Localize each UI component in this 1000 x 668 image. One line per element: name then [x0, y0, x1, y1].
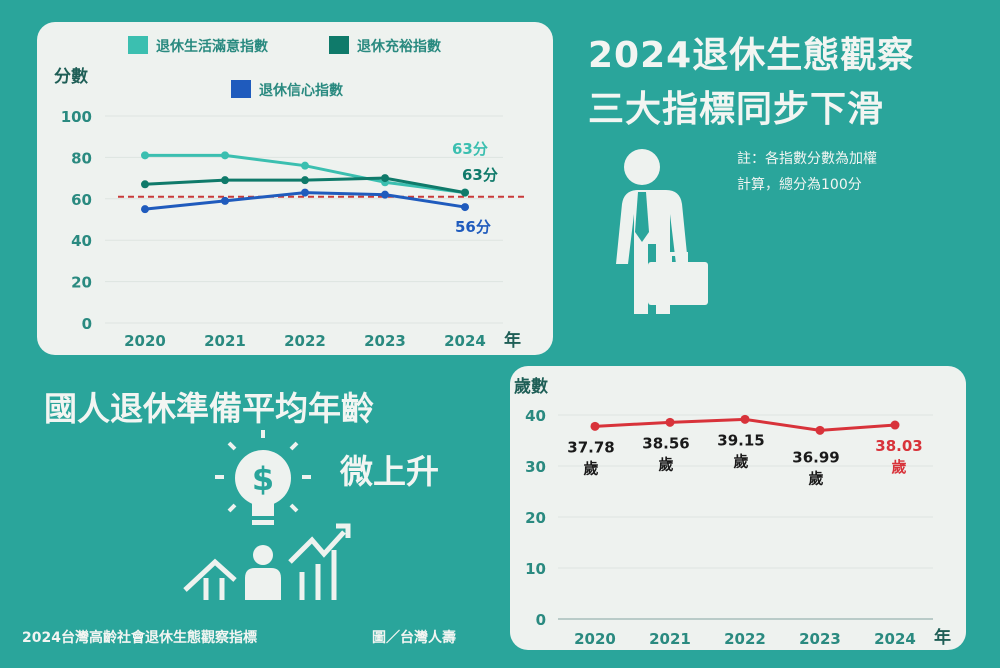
data-point	[590, 421, 600, 431]
data-label-unit: 歲	[658, 455, 673, 473]
data-label-unit: 歲	[808, 469, 823, 487]
x-tick-label: 2022	[724, 630, 766, 648]
x-tick-label: 2022	[284, 332, 326, 350]
y-tick-label: 10	[525, 560, 546, 578]
data-point	[890, 420, 900, 430]
y-axis-label: 分數	[54, 66, 88, 87]
age-chart-panel	[510, 366, 966, 650]
x-tick-label: 2023	[364, 332, 406, 350]
legend-swatch	[128, 36, 148, 54]
y-tick-label: 0	[536, 611, 546, 629]
x-tick-label: 2023	[799, 630, 841, 648]
svg-text:$: $	[252, 460, 274, 498]
data-point	[461, 188, 469, 197]
x-tick-label: 2020	[574, 630, 616, 648]
y-tick-label: 0	[82, 315, 92, 333]
data-point	[815, 425, 825, 435]
y-tick-label: 20	[525, 509, 546, 527]
data-label: 36.99	[792, 448, 839, 466]
data-point	[221, 151, 229, 160]
age-headline-line2: 微上升	[340, 452, 439, 491]
data-point	[221, 176, 229, 185]
y-tick-label: 20	[71, 274, 92, 292]
data-point	[740, 414, 750, 424]
data-point	[381, 190, 389, 199]
lightbulb-dollar-icon: $	[215, 430, 311, 525]
legend-swatch	[231, 80, 251, 98]
x-tick-label: 2020	[124, 332, 166, 350]
y-tick-label: 40	[71, 232, 92, 250]
data-label: 39.15	[717, 431, 764, 449]
data-point	[141, 180, 149, 189]
x-tick-label: 2024	[444, 332, 486, 350]
y-tick-label: 80	[71, 149, 92, 167]
series-line-0	[145, 153, 466, 195]
score-chart-panel	[37, 22, 553, 355]
headline-line2: 三大指標同步下滑	[588, 89, 885, 130]
data-point	[665, 417, 675, 427]
y-tick-label: 40	[525, 407, 546, 425]
growth-chart-icon	[183, 523, 351, 600]
data-label: 38.03	[875, 437, 922, 455]
x-tick-label: 2024	[874, 630, 916, 648]
note-line2: 計算，總分為100分	[737, 177, 862, 193]
y-tick-label: 30	[525, 458, 546, 476]
data-point	[141, 205, 149, 214]
legend-label: 退休充裕指數	[357, 38, 441, 55]
legend-swatch	[329, 36, 349, 54]
age-headline-line1: 國人退休準備平均年齡	[44, 389, 374, 428]
data-label: 38.56	[642, 434, 689, 452]
x-tick-label: 2021	[649, 630, 691, 648]
data-point	[221, 196, 229, 205]
x-tick-label: 2021	[204, 332, 246, 350]
footer-credit: 圖／台灣人壽	[372, 630, 456, 646]
data-label-unit: 歲	[891, 458, 906, 476]
data-point	[381, 174, 389, 183]
x-axis-label: 年	[504, 330, 521, 351]
end-value-label: 63分	[462, 166, 498, 184]
data-point	[301, 188, 309, 197]
briefcase-icon	[648, 252, 708, 305]
x-axis-label: 年	[934, 627, 951, 648]
end-value-label: 56分	[455, 218, 491, 236]
y-tick-label: 60	[71, 191, 92, 209]
note-line1: 註：各指數分數為加權	[737, 151, 877, 167]
legend-label: 退休信心指數	[259, 82, 343, 99]
data-point	[301, 161, 309, 170]
data-point	[301, 176, 309, 185]
headline-line1: 2024退休生態觀察	[588, 35, 915, 76]
footer-source: 2024台灣高齡社會退休生態觀察指標	[22, 630, 257, 646]
data-label-unit: 歲	[583, 459, 598, 477]
end-value-label: 63分	[452, 140, 488, 158]
data-label-unit: 歲	[733, 452, 748, 470]
data-point	[461, 203, 469, 212]
data-label: 37.78	[567, 438, 614, 456]
data-point	[141, 151, 149, 160]
legend-label: 退休生活滿意指數	[156, 38, 268, 55]
y-axis-label: 歲數	[514, 376, 548, 397]
y-tick-label: 100	[61, 108, 92, 126]
